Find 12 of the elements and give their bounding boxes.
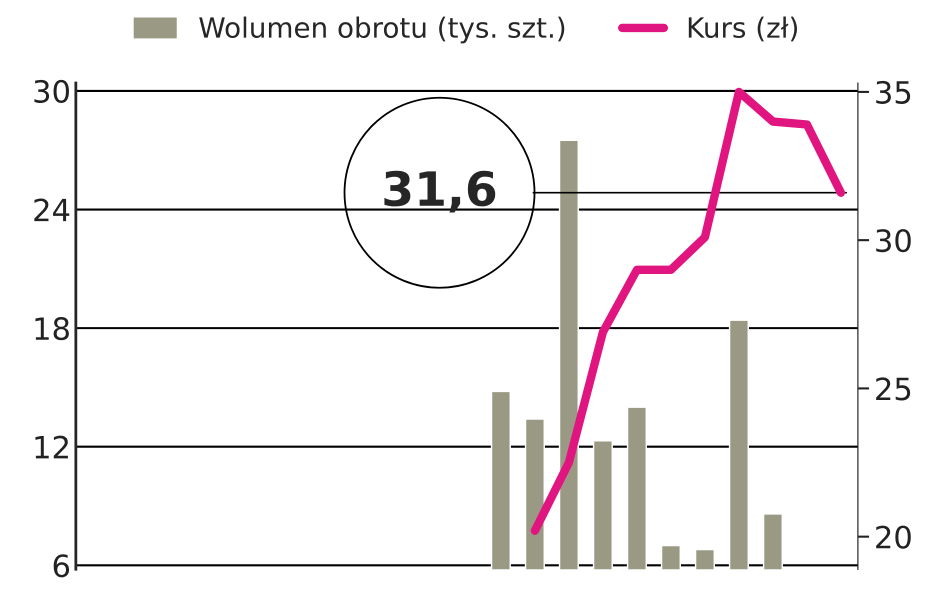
- legend-label: Wolumen obrotu (tys. szt.): [199, 16, 564, 44]
- y2-tick-label: 25: [876, 377, 910, 400]
- y2-tick-label: 30: [876, 229, 911, 252]
- y2-tick-label: 35: [876, 80, 910, 104]
- ref-line-label: 31,6: [384, 170, 496, 212]
- legend-label: Kurs (zł): [688, 16, 798, 42]
- y-tick-label: 18: [35, 317, 69, 340]
- y2-tick-label: 20: [876, 526, 911, 549]
- y-tick-label: 24: [34, 198, 70, 222]
- y-tick-label: 6: [54, 554, 70, 578]
- y-tick-label: 30: [34, 80, 69, 103]
- y-tick-label: 12: [35, 436, 68, 458]
